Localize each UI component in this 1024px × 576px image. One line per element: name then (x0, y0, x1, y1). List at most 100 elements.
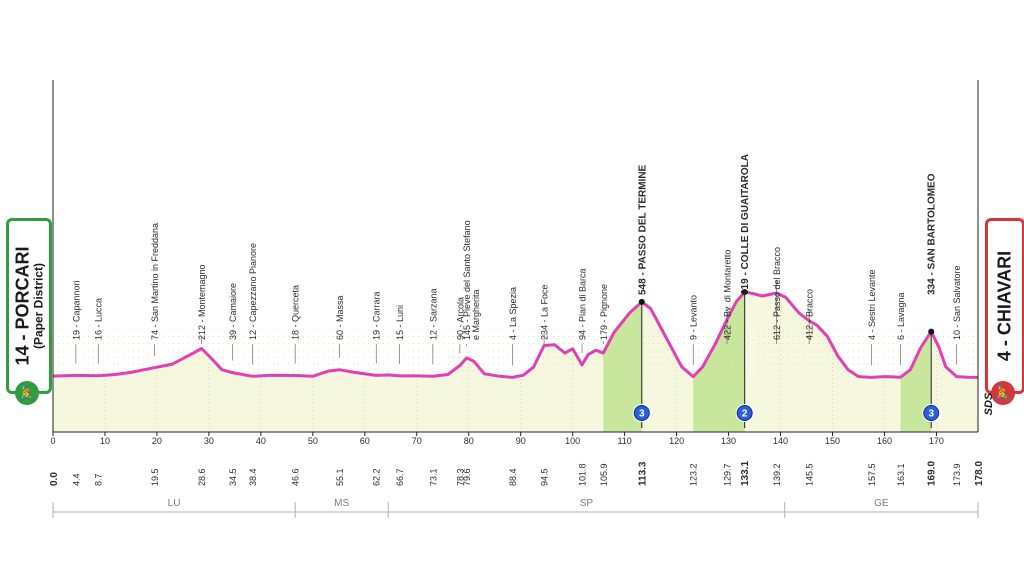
waypoint-label: 6 - Lavagna (896, 292, 906, 340)
sds-logo: SDS (978, 388, 1000, 420)
climb-category: 3 (639, 409, 645, 420)
finish-label: 4 - CHIAVARI (994, 250, 1015, 362)
summit-dot (741, 289, 748, 295)
km-label: 163.1 (896, 463, 906, 486)
start-km-label: 0.0 (49, 472, 60, 486)
finish-badge-text: 4 - CHIAVARI (994, 250, 1015, 362)
y-tick-label: 100 (749, 362, 758, 368)
y-tick-label: 350 (749, 327, 758, 333)
climb-area (693, 292, 745, 432)
summit-dot (638, 298, 645, 305)
waypoint-label: 19 - Capannori (71, 280, 81, 340)
x-tick-label: 110 (617, 436, 631, 446)
y-tick-label: 250 (749, 341, 758, 347)
y-tick-label: 300 (749, 334, 758, 340)
km-label: 28.6 (197, 468, 207, 486)
climb-segments-layer (603, 292, 932, 432)
x-tick-label: 100 (565, 436, 580, 446)
climb-badge (633, 405, 650, 421)
waypoint-label: 19 - Carrara (372, 291, 382, 340)
x-tick-label: 50 (308, 436, 318, 446)
cyclist-icon: 🚴 (15, 381, 39, 405)
waypoint-label: 145 - Pieve del Santo Stefano (462, 220, 472, 340)
waypoint-label: 15 - Luni (395, 305, 405, 340)
profile-line-layer (52, 290, 979, 379)
waypoint-label: 12 - Capezzano Pianore (248, 243, 258, 340)
km-label: 4.4 (71, 473, 81, 486)
waypoint-label: 212 - Montemagno (197, 264, 207, 340)
x-tick-label: 20 (152, 436, 162, 446)
waypoint-label: 74 - San Martino in Freddana (150, 223, 160, 340)
km-label: 133.1 (740, 461, 751, 486)
km-label: 113.3 (637, 461, 648, 486)
km-label: 66.7 (395, 468, 405, 486)
y-tick-label: 150 (749, 355, 758, 361)
km-label: 173.9 (952, 463, 962, 486)
profile-line (52, 290, 979, 379)
grid-layer (53, 296, 978, 432)
region-label: LU (168, 498, 181, 509)
waypoint-label: 18 - Querceta (291, 285, 301, 340)
waypoint-label: 612 - Passo del Bracco (772, 247, 782, 340)
km-label: 88.4 (508, 468, 518, 486)
x-tick-label: 0 (50, 436, 55, 446)
waypoint-label: 90 - Arcola (455, 297, 465, 340)
x-tick-label: 120 (669, 436, 684, 446)
km-label: 145.5 (805, 463, 815, 486)
x-tick-label: 170 (929, 436, 944, 446)
x-tick-label: 160 (877, 436, 892, 446)
km-label: 129.7 (723, 463, 733, 486)
start-badge: 14 - PORCARI (Paper District) 🚴 (6, 218, 52, 405)
x-tick-label: 40 (256, 436, 266, 446)
km-label: 157.5 (867, 463, 877, 486)
km-label: 94.5 (540, 468, 550, 486)
waypoint-label: 422 - Bv. di Montaretto (723, 250, 733, 340)
start-sublabel: (Paper District) (31, 262, 46, 350)
km-label: 34.5 (228, 468, 238, 486)
x-tick-label: 10 (100, 436, 110, 446)
climb-category: 2 (742, 409, 748, 420)
start-label: 14 - PORCARI (12, 246, 33, 366)
km-label: 38.4 (248, 468, 258, 486)
km-label: 46.6 (291, 468, 301, 486)
region-label: MS (334, 498, 349, 509)
climb-area (603, 301, 642, 432)
waypoint-label: 234 - La Foce (540, 284, 550, 340)
waypoint-label: 619 - COLLE DI GUAITAROLA (740, 154, 751, 295)
profile-area (53, 292, 978, 432)
climb-area (900, 331, 932, 432)
x-tick-label: 30 (204, 436, 214, 446)
climb-category: 3 (928, 409, 934, 420)
waypoint-label: 334 - SAN BARTOLOMEO (927, 173, 938, 295)
waypoint-label: 9 - Levanto (689, 295, 699, 340)
km-label: 169.0 (927, 461, 938, 486)
summit-dot (928, 328, 935, 335)
km-label: 79.6 (462, 468, 472, 486)
region-layer: LU MS SP GE (52, 498, 979, 518)
climb-badge (736, 405, 753, 421)
cyclist-icon: 🚴 (991, 381, 1015, 405)
climb-badge (923, 405, 940, 421)
x-axis-layer: 4.4 8.7 19.5 28.6 34.5 38.4 46.6 55.1 62.2 66.7 73… (49, 80, 985, 486)
waypoint-label: 39 - Camaiore (228, 283, 238, 340)
end-km-label: 178.0 (974, 461, 985, 486)
region-label: GE (874, 498, 889, 509)
km-label: 139.2 (772, 463, 782, 486)
x-tick-label: 130 (721, 436, 736, 446)
waypoint-label: 4 - Sestri Levante (867, 269, 877, 340)
sds-logo-text: SDS (983, 392, 995, 416)
km-label: 105.9 (599, 463, 609, 486)
waypoint-label: 10 - San Salvatore (952, 265, 962, 340)
x-tick-label: 150 (825, 436, 840, 446)
km-label: 55.1 (335, 468, 345, 486)
profile-fill-layer (53, 292, 978, 432)
waypoint-label: 412 - Bracco (805, 289, 815, 340)
waypoint-label: 4 - La Spezia (508, 287, 518, 340)
waypoint-label-line2: e Margherita (471, 289, 481, 340)
start-badge-text: 14 - PORCARI (Paper District) (12, 246, 46, 366)
km-label: 78.3 (455, 468, 465, 486)
km-label: 8.7 (94, 473, 104, 486)
x-tick-label: 70 (412, 436, 422, 446)
